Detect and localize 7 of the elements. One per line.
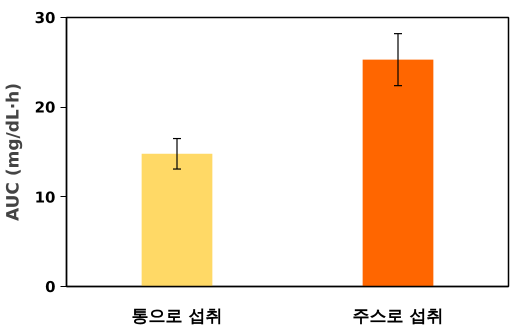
y-tick-label: 20 <box>34 98 56 117</box>
y-tick-label: 30 <box>34 9 56 27</box>
y-tick-label: 10 <box>34 188 56 206</box>
y-tick-label: 0 <box>45 278 56 296</box>
x-tick-label: 주스로 섭취 <box>352 306 444 326</box>
y-axis-title: AUC (mg/dL·h) <box>4 82 24 222</box>
x-tick-label: 통으로 섭취 <box>132 306 222 326</box>
